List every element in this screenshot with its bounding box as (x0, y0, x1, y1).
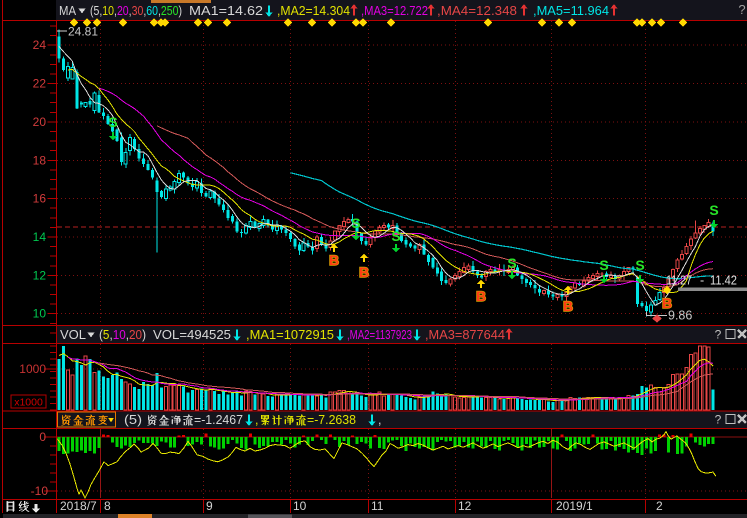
svg-text:S: S (351, 215, 360, 231)
svg-text:B: B (662, 295, 672, 311)
svg-text:24: 24 (33, 38, 47, 52)
svg-text:,: , (255, 413, 258, 427)
svg-text:24.81: 24.81 (68, 25, 98, 39)
svg-text:S: S (108, 114, 117, 130)
svg-text:20: 20 (33, 115, 47, 129)
svg-text:B: B (563, 298, 573, 314)
svg-text:18: 18 (33, 153, 47, 167)
svg-text:,MA4=12.348: ,MA4=12.348 (437, 4, 517, 18)
svg-text:(5,10,20,30,60,250): (5,10,20,30,60,250) (90, 4, 182, 18)
svg-text:12: 12 (33, 268, 47, 282)
svg-text:S: S (507, 255, 516, 271)
svg-text:9: 9 (206, 499, 213, 513)
svg-text:S: S (599, 257, 608, 273)
svg-text:B: B (329, 252, 339, 268)
svg-text:=-1.2467: =-1.2467 (194, 413, 243, 427)
svg-text:(5): (5) (124, 413, 142, 427)
svg-text:(5,10,20): (5,10,20) (99, 328, 146, 342)
svg-text:9.86: 9.86 (668, 309, 692, 323)
svg-text:-: - (700, 274, 704, 288)
svg-text:VOL: VOL (60, 328, 86, 342)
svg-text:22: 22 (33, 77, 47, 91)
svg-text:,MA5=11.964: ,MA5=11.964 (533, 4, 609, 18)
svg-text:8: 8 (104, 499, 111, 513)
svg-text:,: , (378, 413, 381, 427)
svg-text:,MA2=1137923: ,MA2=1137923 (347, 328, 412, 342)
svg-text:2019/1: 2019/1 (556, 499, 593, 513)
svg-text:?: ? (715, 413, 722, 427)
svg-text:11: 11 (371, 499, 384, 513)
svg-text:VOL=494525: VOL=494525 (153, 328, 231, 342)
svg-text:,MA3=12.722: ,MA3=12.722 (361, 4, 428, 18)
svg-text:0: 0 (39, 430, 46, 444)
svg-text:10: 10 (293, 499, 307, 513)
svg-text:10: 10 (33, 307, 47, 321)
svg-text:14: 14 (33, 230, 47, 244)
svg-text:-10: -10 (31, 484, 49, 498)
svg-text:B: B (476, 288, 486, 304)
svg-text:=-7.2638: =-7.2638 (307, 413, 356, 427)
svg-text:1000: 1000 (19, 362, 46, 376)
svg-text:MA: MA (59, 4, 77, 18)
svg-text:2018/7: 2018/7 (60, 499, 97, 513)
svg-text:2: 2 (656, 499, 663, 513)
svg-text:?: ? (715, 328, 722, 342)
svg-text:11.42: 11.42 (710, 274, 737, 288)
svg-text:B: B (359, 264, 369, 280)
svg-text:MA1=14.62: MA1=14.62 (189, 4, 263, 18)
svg-text:12: 12 (458, 499, 472, 513)
svg-text:16: 16 (33, 192, 47, 206)
svg-text:?: ? (738, 2, 745, 17)
svg-text:,MA1=1072915: ,MA1=1072915 (246, 328, 334, 342)
svg-text:x1000: x1000 (14, 397, 43, 409)
svg-text:S: S (391, 228, 400, 244)
svg-text:S: S (709, 202, 718, 218)
svg-text:S: S (635, 257, 644, 273)
svg-text:11.27: 11.27 (666, 274, 692, 288)
svg-text:,MA2=14.304: ,MA2=14.304 (277, 4, 350, 18)
svg-text:,MA3=877644: ,MA3=877644 (425, 328, 505, 342)
